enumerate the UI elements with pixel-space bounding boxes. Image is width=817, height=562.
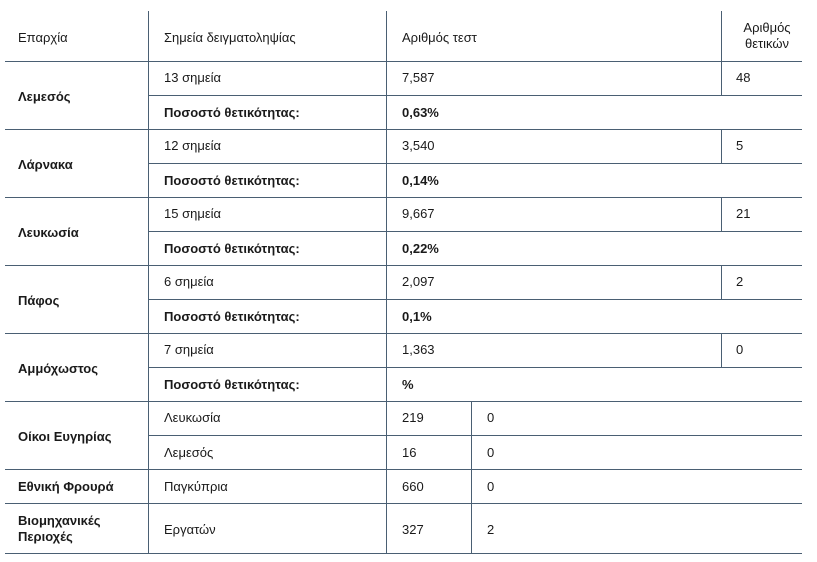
industrial-areas-label: Βιομηχανικές Περιοχές xyxy=(18,513,101,544)
tests-count: 219 xyxy=(402,410,424,425)
header-district: Επαρχία xyxy=(18,30,68,45)
positives-count: 21 xyxy=(736,206,751,221)
divider xyxy=(148,11,149,554)
positives-count: 2 xyxy=(487,522,495,537)
tests-count: 3,540 xyxy=(402,138,435,153)
tests-count: 660 xyxy=(402,479,424,494)
positivity-rate: 0,22% xyxy=(402,241,439,256)
divider xyxy=(721,61,722,96)
divider xyxy=(5,401,802,402)
tests-count: 327 xyxy=(402,522,424,537)
positives-count: 5 xyxy=(736,138,744,153)
sampling-points: 6 σημεία xyxy=(164,274,214,289)
sampling-points: 13 σημεία xyxy=(164,70,222,85)
positivity-rate: 0,1% xyxy=(402,309,432,324)
divider xyxy=(471,401,472,554)
positives-count: 0 xyxy=(487,479,495,494)
divider xyxy=(148,299,802,300)
header-tests: Αριθμός τεστ xyxy=(402,30,477,45)
national-guard-place: Παγκύπρια xyxy=(164,479,228,494)
positivity-label: Ποσοστό θετικότητας: xyxy=(164,173,300,188)
district-name: Αμμόχωστος xyxy=(18,361,98,376)
district-name: Λάρνακα xyxy=(18,157,73,172)
header-sampling-points: Σημεία δειγματοληψίας xyxy=(164,30,296,45)
divider xyxy=(5,265,802,266)
divider xyxy=(148,95,802,96)
divider xyxy=(148,367,802,368)
divider xyxy=(721,11,722,62)
sampling-points: 7 σημεία xyxy=(164,342,214,357)
industrial-place: Εργατών xyxy=(164,522,216,537)
divider xyxy=(721,265,722,300)
divider xyxy=(5,503,802,504)
tests-count: 16 xyxy=(402,445,417,460)
positivity-label: Ποσοστό θετικότητας: xyxy=(164,377,300,392)
positives-count: 0 xyxy=(487,445,495,460)
divider xyxy=(5,61,802,62)
tests-count: 1,363 xyxy=(402,342,435,357)
divider xyxy=(721,129,722,164)
divider xyxy=(721,333,722,368)
positives-count: 48 xyxy=(736,70,751,85)
positives-count: 0 xyxy=(736,342,744,357)
sampling-points: 15 σημεία xyxy=(164,206,222,221)
tests-count: 2,097 xyxy=(402,274,435,289)
divider xyxy=(5,197,802,198)
national-guard-label: Εθνική Φρουρά xyxy=(18,479,114,494)
sampling-points: 12 σημεία xyxy=(164,138,222,153)
divider xyxy=(5,553,802,554)
positivity-label: Ποσοστό θετικότητας: xyxy=(164,105,300,120)
positives-count: 0 xyxy=(487,410,495,425)
divider xyxy=(148,435,802,436)
divider xyxy=(148,163,802,164)
care-home-place: Λεμεσός xyxy=(164,445,214,460)
district-name: Λεμεσός xyxy=(18,89,71,104)
divider xyxy=(5,469,802,470)
positivity-rate: 0,63% xyxy=(402,105,439,120)
tests-count: 9,667 xyxy=(402,206,435,221)
positives-count: 2 xyxy=(736,274,744,289)
positivity-rate: 0,14% xyxy=(402,173,439,188)
header-positives: Αριθμός θετικών xyxy=(743,20,791,51)
divider xyxy=(386,11,387,554)
care-home-place: Λευκωσία xyxy=(164,410,221,425)
divider xyxy=(5,333,802,334)
district-name: Πάφος xyxy=(18,293,60,308)
divider xyxy=(5,129,802,130)
divider xyxy=(721,197,722,232)
positivity-rate: % xyxy=(402,377,414,392)
care-homes-label: Οίκοι Ευγηρίας xyxy=(18,429,112,444)
positivity-label: Ποσοστό θετικότητας: xyxy=(164,309,300,324)
positivity-label: Ποσοστό θετικότητας: xyxy=(164,241,300,256)
tests-count: 7,587 xyxy=(402,70,435,85)
district-name: Λευκωσία xyxy=(18,225,79,240)
divider xyxy=(148,231,802,232)
